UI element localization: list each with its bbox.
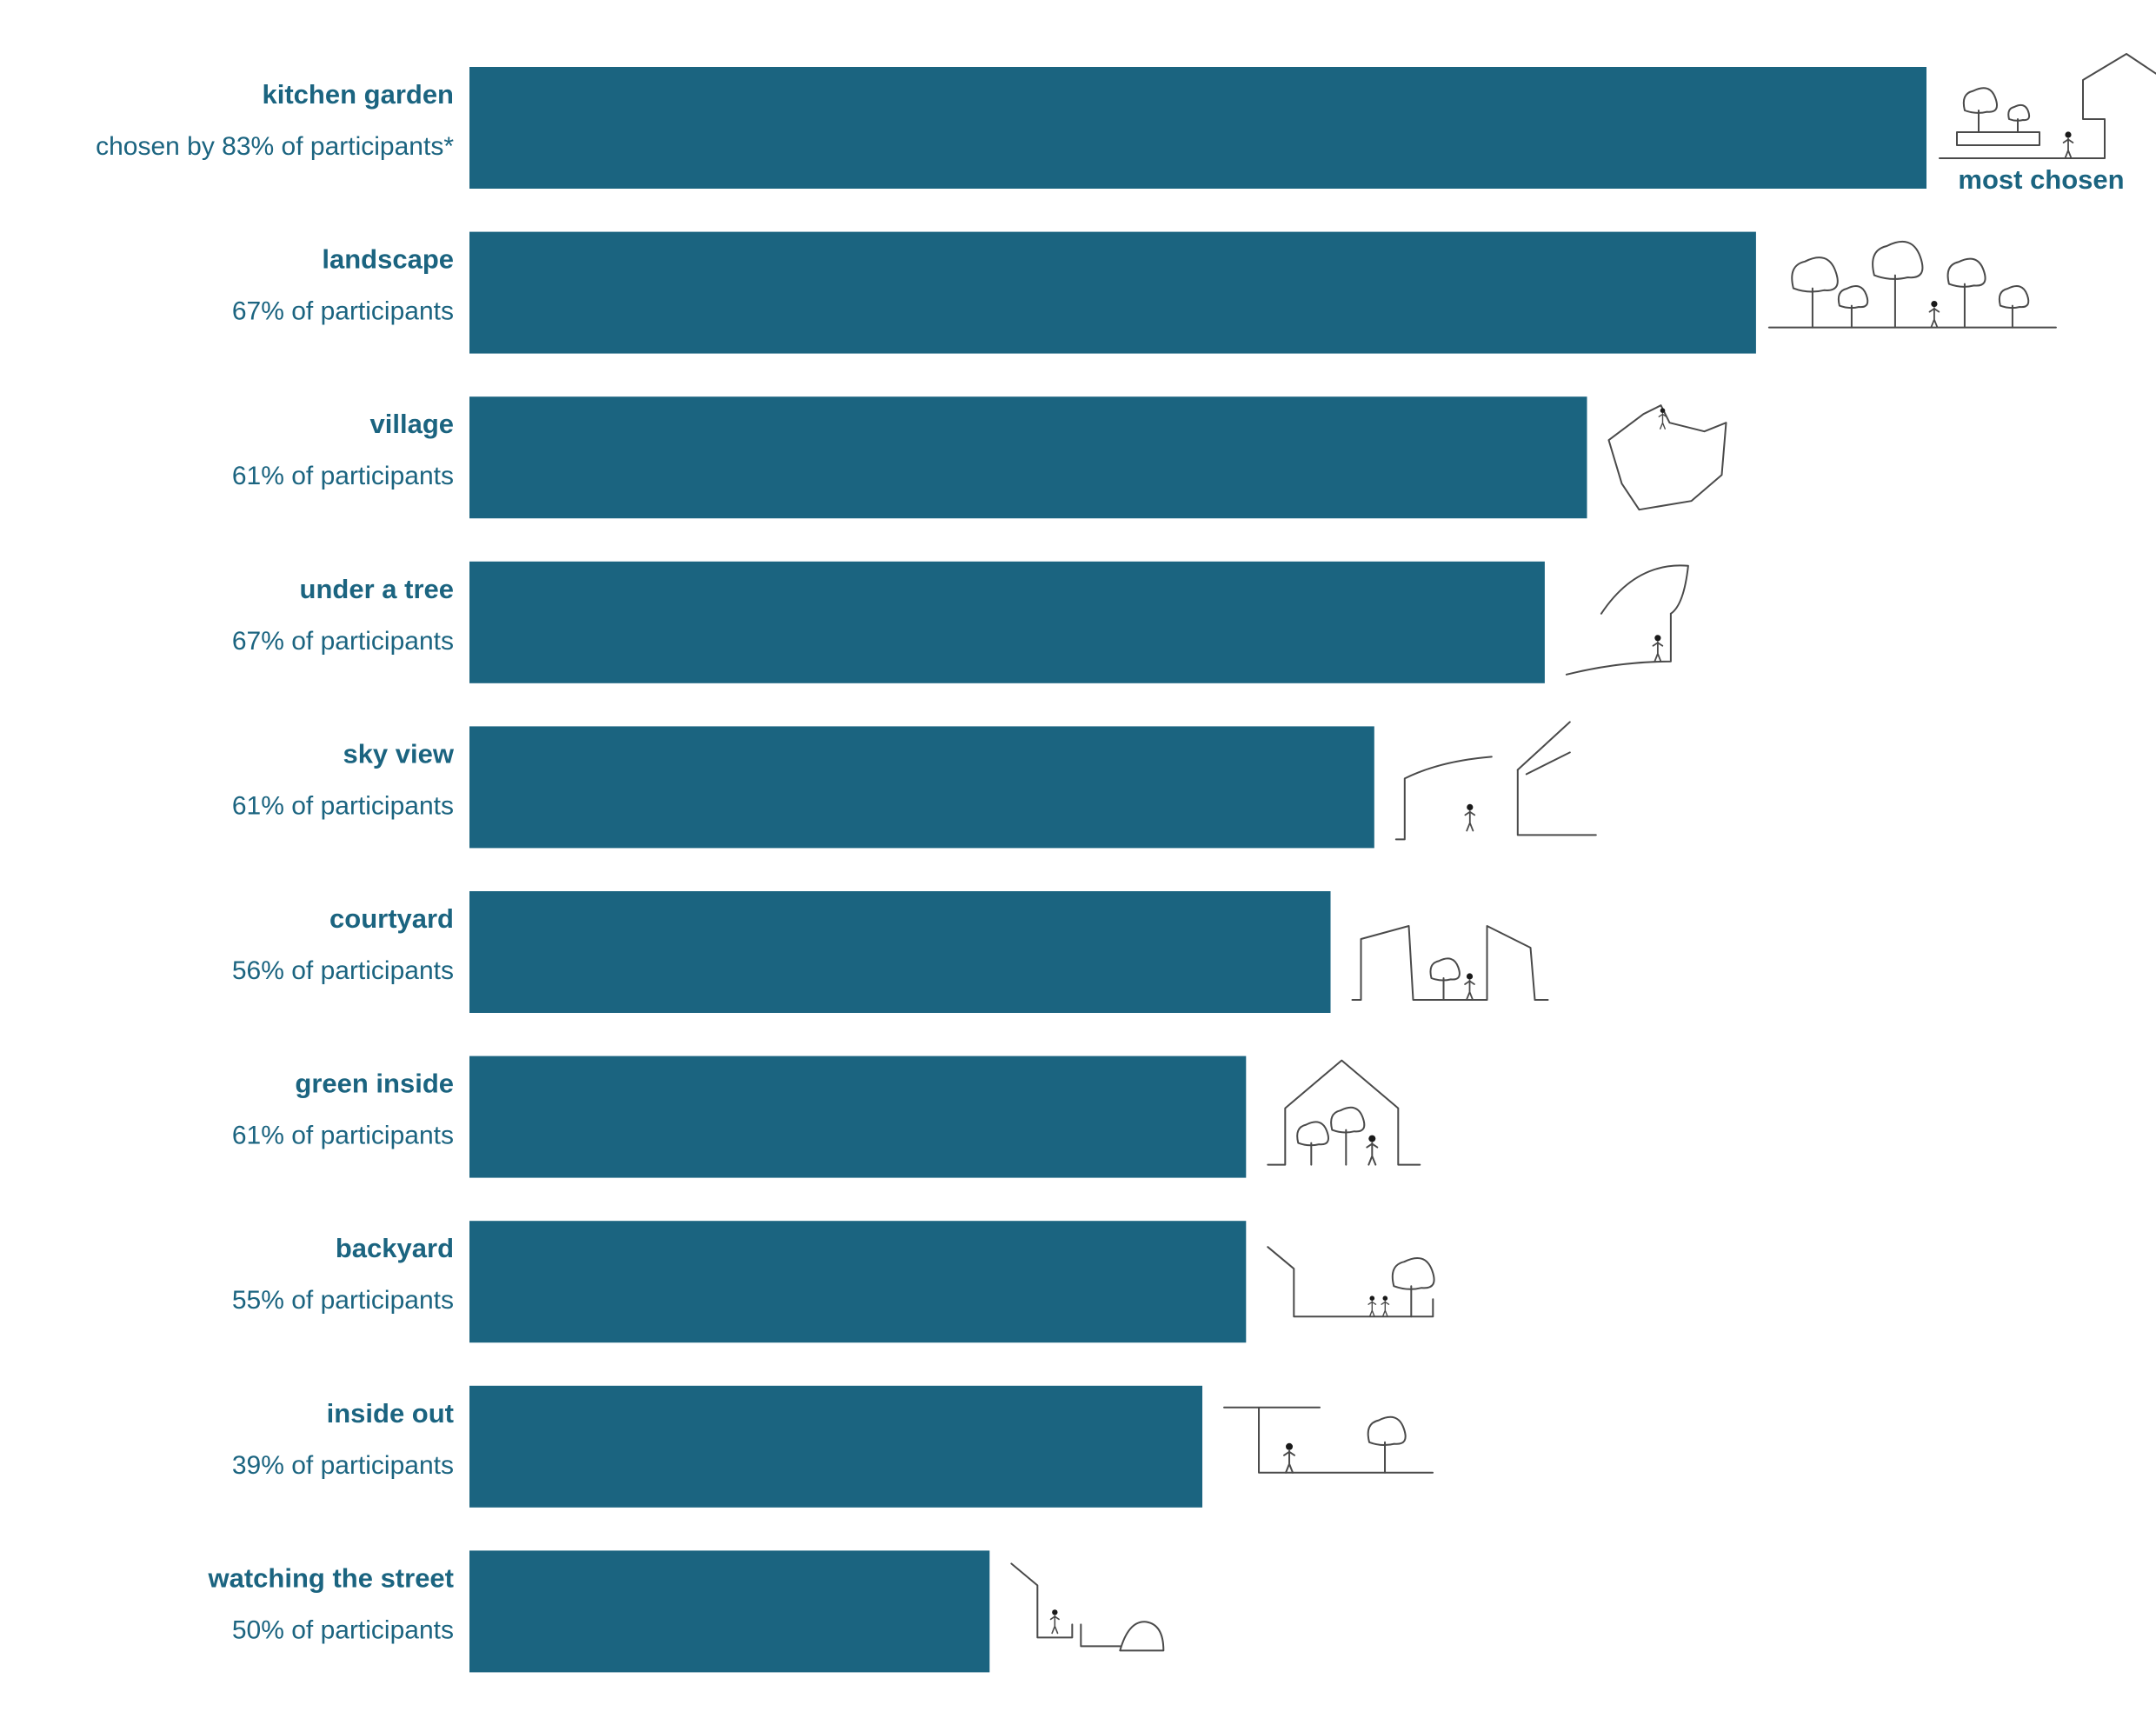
- bar-sky-view: [469, 726, 1374, 849]
- watching-the-street-sketch-icon: [1010, 1562, 1165, 1652]
- participants-label-landscape: 67% of participants: [232, 297, 454, 326]
- participants-label-green-inside: 61% of participants: [232, 1122, 454, 1150]
- most-chosen-annotation: most chosen: [1958, 164, 2124, 195]
- category-label-courtyard: courtyard: [329, 903, 454, 934]
- sky-view-sketch-icon: [1394, 721, 1597, 841]
- bars-layer: [469, 67, 1926, 1673]
- category-label-landscape: landscape: [322, 244, 454, 275]
- landscape-trees-sketch-icon: [1767, 240, 2057, 329]
- backyard-sketch-icon: [1267, 1246, 1435, 1318]
- inside-out-sketch-icon: [1223, 1406, 1434, 1474]
- participants-label-watching-the-street: 50% of participants: [232, 1615, 454, 1644]
- bar-kitchen-garden: [469, 67, 1926, 189]
- category-label-inside-out: inside out: [327, 1398, 454, 1429]
- village-sketch-icon: [1607, 404, 1727, 511]
- green-inside-sketch-icon: [1267, 1059, 1421, 1166]
- participants-label-inside-out: 39% of participants: [232, 1451, 454, 1480]
- category-label-green-inside: green inside: [295, 1069, 454, 1099]
- participants-label-courtyard: 56% of participants: [232, 956, 454, 985]
- category-label-sky-view: sky view: [343, 738, 454, 769]
- participants-label-kitchen-garden: chosen by 83% of participants*: [96, 132, 454, 161]
- bar-under-a-tree: [469, 561, 1545, 683]
- participants-label-under-a-tree: 67% of participants: [232, 627, 454, 656]
- participants-label-sky-view: 61% of participants: [232, 791, 454, 820]
- bar-inside-out: [469, 1385, 1203, 1508]
- courtyard-sketch-icon: [1351, 925, 1549, 1001]
- participants-label-backyard: 55% of participants: [232, 1286, 454, 1315]
- bar-courtyard: [469, 891, 1331, 1013]
- bar-village: [469, 396, 1587, 519]
- participants-label-village: 61% of participants: [232, 462, 454, 490]
- bar-watching-the-street: [469, 1550, 990, 1673]
- kitchen-garden-sketch-icon: [1939, 53, 2156, 159]
- category-label-backyard: backyard: [336, 1233, 454, 1263]
- under-a-tree-sketch-icon: [1565, 564, 1689, 676]
- labels-layer: kitchen garden chosen by 83% of participa…: [96, 79, 455, 1644]
- category-label-under-a-tree: under a tree: [300, 574, 454, 604]
- bar-green-inside: [469, 1056, 1247, 1178]
- icons-layer: [1010, 53, 2156, 1652]
- category-label-watching-the-street: watching the street: [208, 1562, 455, 1593]
- category-label-village: village: [370, 409, 455, 439]
- bar-backyard: [469, 1221, 1247, 1343]
- bar-landscape: [469, 231, 1756, 354]
- category-label-kitchen-garden: kitchen garden: [263, 79, 455, 110]
